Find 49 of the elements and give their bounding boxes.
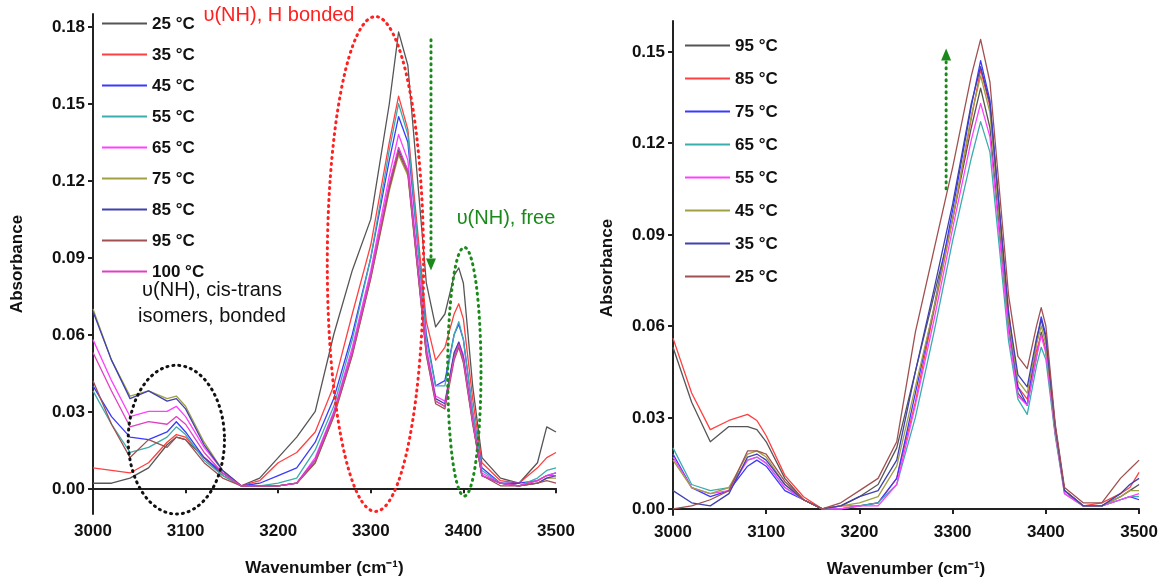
y-tick-label: 0.03 bbox=[631, 407, 665, 427]
legend-label: 75 °C bbox=[152, 169, 195, 188]
legend-label: 55 °C bbox=[152, 107, 195, 126]
annotation: υ(NH), free bbox=[456, 206, 556, 228]
legend-label: 25 °C bbox=[735, 267, 778, 286]
legend-label: 45 °C bbox=[735, 201, 778, 220]
legend-label: 35 °C bbox=[735, 234, 778, 253]
x-tick-label: 3200 bbox=[840, 522, 879, 541]
x-axis-title: Wavenumber (cm⁻¹) bbox=[826, 559, 986, 578]
y-tick-label: 0.00 bbox=[51, 478, 85, 498]
y-tick-label: 0.12 bbox=[631, 133, 665, 153]
legend-label: 25 °C bbox=[152, 14, 195, 33]
legend-label: 100 °C bbox=[152, 262, 205, 281]
x-tick-label: 3300 bbox=[351, 521, 390, 540]
y-tick-label: 0.00 bbox=[631, 499, 665, 519]
x-tick-label: 3000 bbox=[654, 522, 692, 541]
y-tick-label: 0.06 bbox=[51, 325, 85, 345]
y-axis-title: Absorbance bbox=[597, 218, 616, 318]
y-tick-label: 0.09 bbox=[631, 224, 665, 244]
x-axis-title: Wavenumber (cm⁻¹) bbox=[245, 558, 404, 577]
legend-label: 95 °C bbox=[152, 231, 195, 250]
x-tick-label: 3500 bbox=[537, 521, 575, 540]
x-tick-label: 3200 bbox=[259, 521, 298, 540]
x-tick-label: 3400 bbox=[444, 521, 483, 540]
y-tick-label: 0.18 bbox=[51, 17, 85, 37]
x-tick-label: 3300 bbox=[933, 522, 972, 541]
x-tick-label: 3000 bbox=[74, 521, 112, 540]
y-tick-label: 0.15 bbox=[51, 94, 85, 114]
y-axis-title: Absorbance bbox=[7, 214, 26, 314]
legend-label: 45 °C bbox=[152, 76, 195, 95]
x-tick-label: 3400 bbox=[1026, 522, 1065, 541]
annotation: υ(NH), H bonded bbox=[203, 3, 355, 25]
y-tick-label: 0.03 bbox=[51, 401, 85, 421]
annotation: υ(NH), cis-trans isomers, bonded bbox=[138, 278, 286, 326]
legend-label: 85 °C bbox=[735, 69, 778, 88]
x-tick-label: 3500 bbox=[1120, 522, 1158, 541]
y-tick-label: 0.12 bbox=[51, 171, 85, 191]
legend-label: 85 °C bbox=[152, 200, 195, 219]
legend-label: 65 °C bbox=[152, 138, 195, 157]
x-tick-label: 3100 bbox=[747, 522, 786, 541]
y-tick-label: 0.06 bbox=[631, 316, 665, 336]
legend-label: 55 °C bbox=[735, 168, 778, 187]
legend-label: 35 °C bbox=[152, 45, 195, 64]
y-tick-label: 0.15 bbox=[631, 41, 665, 61]
y-tick-label: 0.09 bbox=[51, 248, 85, 268]
x-tick-label: 3100 bbox=[166, 521, 205, 540]
legend-label: 75 °C bbox=[735, 102, 778, 121]
legend-label: 65 °C bbox=[735, 135, 778, 154]
legend-label: 95 °C bbox=[735, 36, 778, 55]
